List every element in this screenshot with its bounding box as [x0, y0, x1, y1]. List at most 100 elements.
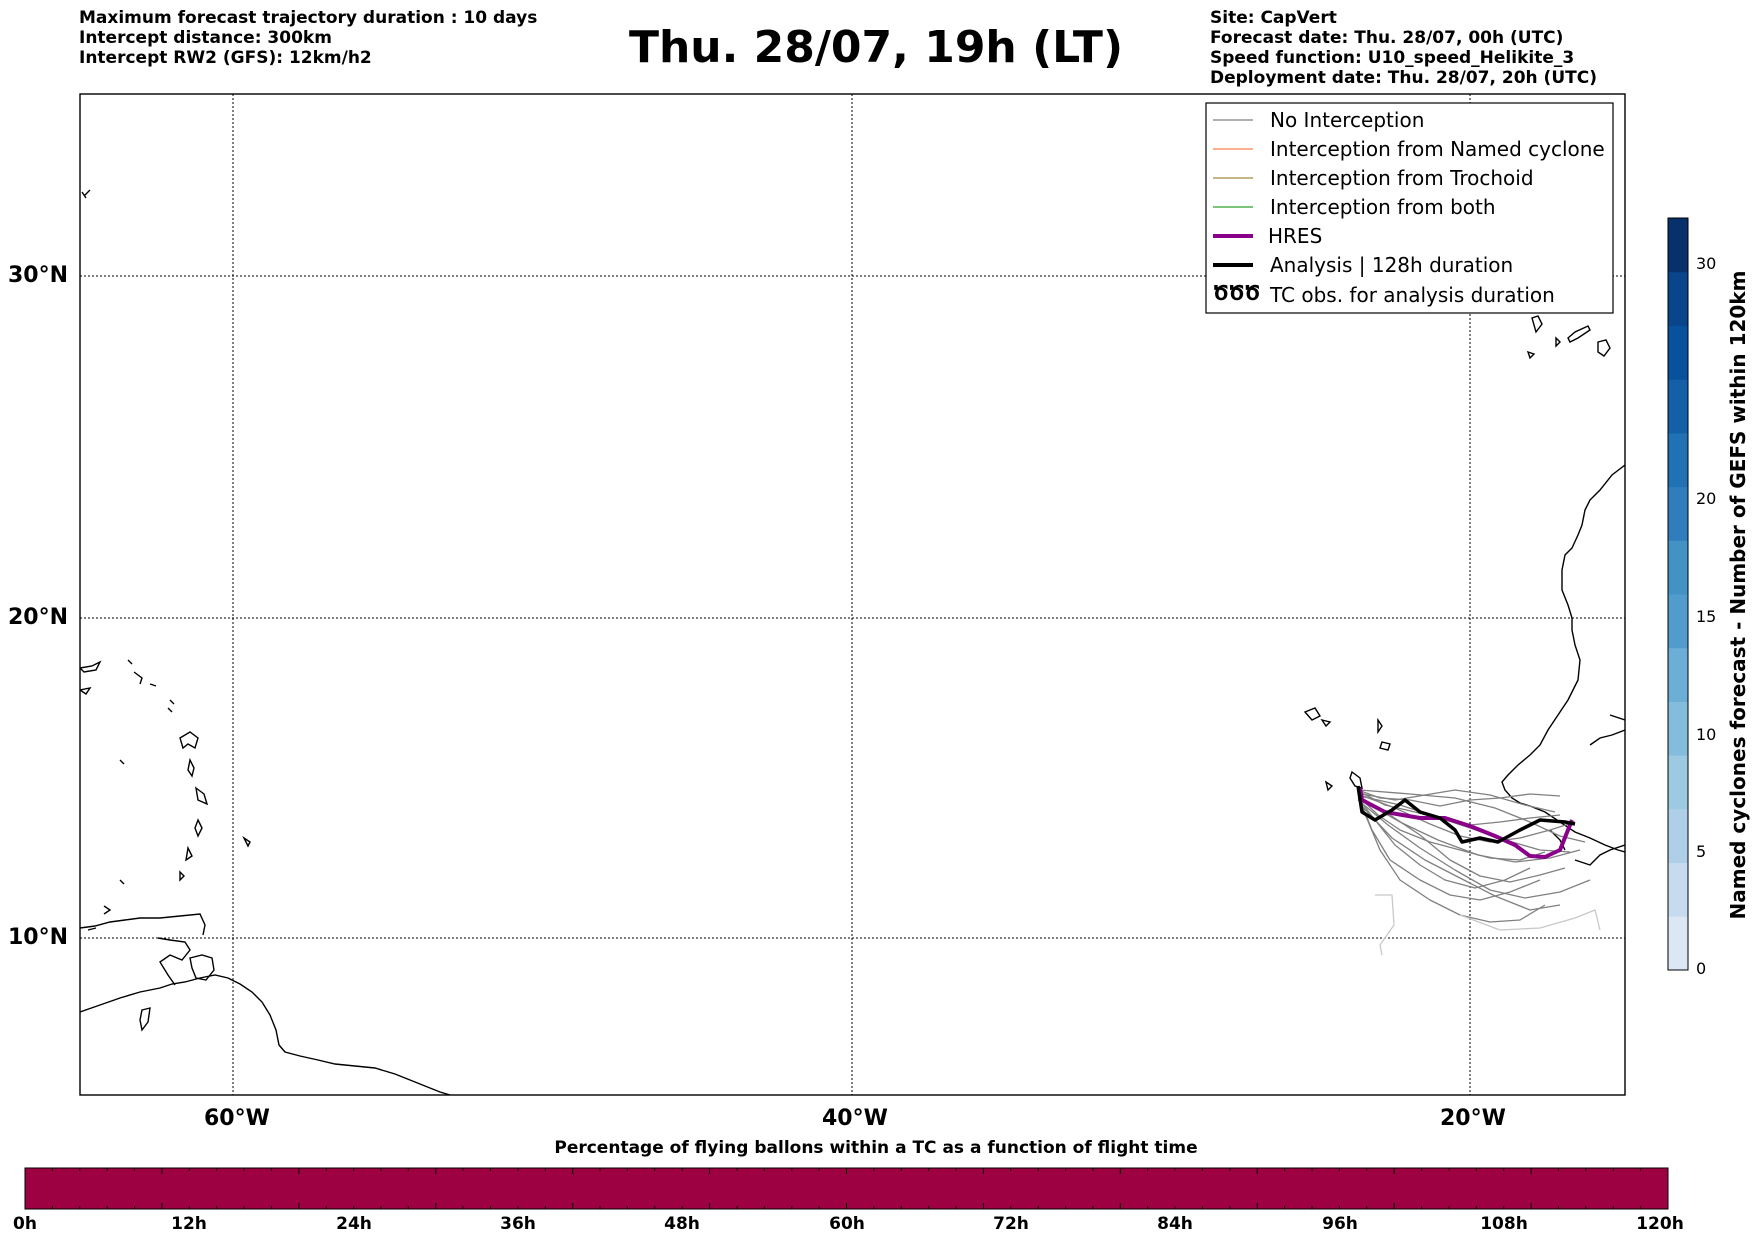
header-left-line: Maximum forecast trajectory duration : 1… [79, 8, 538, 28]
cape-verde-fogo [1324, 780, 1334, 792]
trajectory-line [1359, 801, 1546, 923]
colorbar-right-tick: 15 [1696, 607, 1717, 626]
colorbar-right-band [1668, 701, 1688, 756]
colorbar-right-band [1668, 325, 1688, 380]
colorbar-right-band [1668, 540, 1688, 595]
gulf-paria [157, 937, 191, 986]
colorbar-right-band [1668, 486, 1688, 541]
colorbar-bottom-tick: 120h [1636, 1214, 1684, 1234]
virgin-islands [80, 659, 157, 695]
colorbar-right-band [1668, 808, 1688, 864]
header-right-line: Forecast date: Thu. 28/07, 00h (UTC) [1210, 28, 1564, 48]
lat-tick-label: 30°N [8, 263, 69, 288]
legend-label: HRES [1268, 224, 1322, 248]
puerto-rico [80, 660, 102, 673]
colorbar-bottom-label: Percentage of flying ballons within a TC… [554, 1138, 1198, 1158]
legend-label: Analysis | 128h duration [1270, 253, 1513, 277]
trajectory-line [1357, 799, 1591, 899]
colorbar-right-band [1668, 271, 1688, 326]
header-right-line: Deployment date: Thu. 28/07, 20h (UTC) [1210, 68, 1597, 88]
header-right: Site: CapVert Forecast date: Thu. 28/07,… [1210, 8, 1597, 88]
colorbar-bottom-tick: 96h [1322, 1214, 1358, 1234]
colorbar-bottom-tick: 84h [1157, 1214, 1193, 1234]
africa-inlets [1549, 714, 1625, 866]
header-right-line: Site: CapVert [1210, 8, 1337, 28]
colorbar-right-tick: 5 [1696, 842, 1707, 861]
trajectory-line [1359, 789, 1586, 843]
legend-label: Interception from Named cyclone [1270, 137, 1605, 161]
colorbar-right-band [1668, 755, 1688, 810]
colorbar-bottom-minor-ticks [51, 1168, 1642, 1209]
legend-label: TC obs. for analysis duration [1269, 283, 1555, 307]
legend-label: Interception from both [1270, 195, 1496, 219]
colorbar-bottom-tick: 72h [993, 1214, 1029, 1234]
colorbar-bottom-tick: 36h [500, 1214, 536, 1234]
st-lucia [194, 818, 203, 838]
lat-tick-label: 20°N [8, 605, 69, 630]
header-left: Maximum forecast trajectory duration : 1… [79, 8, 537, 68]
trajectory-line [1361, 799, 1581, 863]
legend-label: Interception from Trochoid [1270, 166, 1534, 190]
colorbar-bottom-tick: 48h [664, 1214, 700, 1234]
legend: ԾԾԾ No Interception Interception from Na… [1205, 102, 1614, 314]
grenada [179, 870, 185, 882]
trinidad [189, 954, 215, 981]
small-islands [81, 189, 175, 931]
faded-trajectories [1375, 894, 1601, 956]
martinique [195, 786, 209, 806]
tc-obs-symbol-icon: ԾԾԾ [1213, 281, 1260, 305]
cape-verde-santo-antao [1303, 707, 1322, 721]
colorbar-right-frame [1667, 217, 1689, 971]
trajectory-line [1375, 894, 1395, 956]
canary-islands [1526, 315, 1611, 360]
legend-label: No Interception [1270, 108, 1424, 132]
map-frame [79, 93, 1626, 1096]
venezuela-north [80, 913, 206, 936]
colorbar-bottom-tick: 60h [829, 1214, 865, 1234]
colorbar-right-band [1668, 432, 1688, 488]
map-gridlines [80, 94, 1625, 1095]
colorbar-right-tick: 30 [1696, 254, 1717, 273]
colorbar-right [1668, 218, 1688, 971]
colorbar-bottom-tick: 0h [13, 1214, 37, 1234]
lon-tick-label: 20°W [1440, 1106, 1506, 1131]
colorbar-right-band [1668, 594, 1688, 649]
cape-verde-sal [1377, 717, 1383, 735]
trajectory-line [1361, 789, 1556, 813]
africa-coastline [1501, 464, 1625, 853]
guyana-island-bits [139, 1007, 151, 1032]
colorbar-right-band [1668, 218, 1688, 273]
legend-box [1205, 102, 1614, 314]
cape-verde-sao-vicente [1320, 718, 1332, 728]
analysis-trajectory [1356, 785, 1576, 844]
colorbar-bottom [24, 1167, 1669, 1210]
barbados [242, 835, 251, 848]
trajectory-line [1359, 803, 1561, 911]
colorbar-bottom-tick: 24h [336, 1214, 372, 1234]
guadeloupe [179, 731, 199, 750]
st-vincent [185, 845, 193, 862]
lon-tick-label: 40°W [822, 1106, 888, 1131]
colorbar-right-tick: 20 [1696, 489, 1717, 508]
colorbar-right-band [1668, 916, 1688, 971]
trajectory-line [1459, 909, 1601, 931]
page-title: Thu. 28/07, 19h (LT) [628, 22, 1124, 73]
coastlines [80, 189, 1625, 1095]
lat-tick-label: 10°N [8, 925, 69, 950]
colorbar-right-band [1668, 862, 1688, 917]
hres-trajectory [1358, 787, 1574, 859]
header-left-line: Intercept RW2 (GFS): 12km/h2 [79, 48, 372, 68]
south-america-coastline [80, 974, 453, 1095]
colorbar-right-band [1668, 379, 1688, 434]
colorbar-right-tick: 10 [1696, 725, 1717, 744]
colorbar-bottom-tick: 108h [1480, 1214, 1528, 1234]
colorbar-right-band [1668, 647, 1688, 702]
trajectories [1356, 785, 1601, 956]
colorbar-right-tick: 0 [1696, 959, 1707, 978]
header-left-line: Intercept distance: 300km [79, 28, 332, 48]
cape-verde-boa-vista [1379, 741, 1391, 751]
colorbar-bottom-tick: 12h [171, 1214, 207, 1234]
trajectory-line [1361, 797, 1566, 883]
dominica [187, 757, 195, 778]
